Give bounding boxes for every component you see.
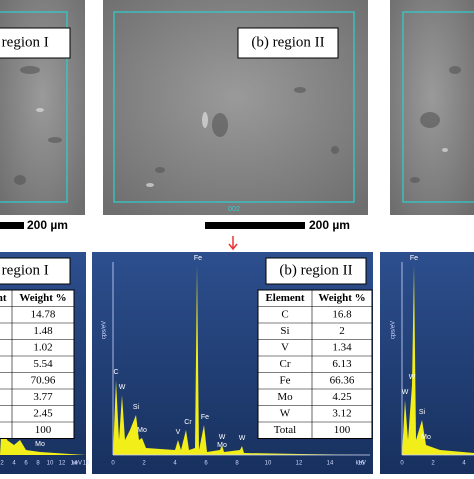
table-header: Weight % <box>318 292 365 304</box>
axis-label: cps/eV <box>102 321 108 339</box>
x-tick-label: 2 <box>142 461 146 467</box>
table-cell: C <box>281 308 288 320</box>
peak-label: Fe <box>410 255 418 262</box>
table-cell: 6.13 <box>332 358 352 370</box>
table-cell: 16.8 <box>332 308 352 320</box>
scale-label: 200 µm <box>27 218 68 232</box>
peak-label: C <box>113 369 118 376</box>
x-tick-label: 12 <box>59 461 66 467</box>
x-tick-label: 6 <box>24 461 28 467</box>
x-tick-label: 2 <box>0 461 4 467</box>
table-cell: 1.34 <box>332 341 352 353</box>
x-tick-label: 4 <box>12 461 16 467</box>
axis-unit: keV <box>356 461 366 467</box>
table-cell: 100 <box>35 424 52 436</box>
spectrum-label: (b) region II <box>279 262 352 278</box>
table-cell: Mo <box>277 391 293 403</box>
table-cell: 2.45 <box>33 407 53 419</box>
table-cell: 2 <box>339 325 345 337</box>
table-cell: 14.78 <box>31 308 56 320</box>
table-header: Element <box>0 292 7 304</box>
x-tick-label: 0 <box>400 461 404 467</box>
peak-label: W <box>402 389 409 396</box>
x-tick-label: 4 <box>173 461 177 467</box>
peak-label: Mo <box>35 441 45 448</box>
x-tick-label: 12 <box>296 461 303 467</box>
table-cell: 5.54 <box>33 358 53 370</box>
x-tick-label: 0 <box>111 461 115 467</box>
peak-label: W <box>409 374 416 381</box>
peak-label: Fe <box>201 414 209 421</box>
table-cell: Fe <box>280 374 291 386</box>
table-cell: V <box>281 341 289 353</box>
spectrum <box>0 265 474 455</box>
table-cell: 70.96 <box>31 374 56 386</box>
x-tick-label: 8 <box>235 461 239 467</box>
table-cell: 66.36 <box>330 374 355 386</box>
scale-bar <box>0 222 24 229</box>
table-cell: 1.48 <box>33 325 53 337</box>
axes <box>112 262 474 456</box>
peak-label: W <box>119 384 126 391</box>
peak-label: Mo <box>421 434 431 441</box>
table-header: Element <box>265 292 304 304</box>
table <box>257 289 373 439</box>
scale-bar <box>205 222 305 229</box>
sem-images: (a) region I (b) region II 002 <box>0 0 474 215</box>
table-cell: 3.12 <box>332 407 351 419</box>
table-cell: 4.25 <box>332 391 352 403</box>
scale-label: 200 µm <box>309 218 350 232</box>
x-tick-label: 6 <box>204 461 208 467</box>
x-tick-label: 16 <box>358 461 365 467</box>
x-tick-label: 8 <box>36 461 40 467</box>
table-cell: 3.77 <box>33 391 53 403</box>
axis-unit: keV <box>72 461 82 467</box>
x-tick-label: 16 <box>83 461 90 467</box>
axis-label: cps/eV <box>391 321 397 339</box>
table-cell: Cr <box>280 358 291 370</box>
table-cell: 100 <box>334 424 351 436</box>
table-cell: Total <box>274 424 296 436</box>
table <box>0 289 75 439</box>
x-tick-label: 4 <box>462 461 466 467</box>
image-code: 002 <box>228 206 240 213</box>
x-tick-label: 10 <box>47 461 54 467</box>
peak-label: W <box>219 434 226 441</box>
peak-label: Cr <box>184 419 192 426</box>
sem-label: (b) region II <box>251 34 324 50</box>
peak-label: Fe <box>194 255 202 262</box>
table-cell: Si <box>280 325 289 337</box>
peak-label: Mo <box>217 442 227 449</box>
x-tick-label: 14 <box>327 461 334 467</box>
x-tick-label: 2 <box>431 461 435 467</box>
spectrum-panel <box>380 252 474 474</box>
peak-label: V <box>176 429 181 436</box>
peak-label: Si <box>133 404 140 411</box>
x-tick-label: 14 <box>71 461 78 467</box>
x-tick-label: 10 <box>265 461 272 467</box>
peak-label: W <box>239 435 246 442</box>
table-header: Weight % <box>19 292 66 304</box>
arrow <box>228 236 238 251</box>
table-cell: W <box>280 407 291 419</box>
peak-label: Si <box>419 409 426 416</box>
sem-label: (a) region I <box>0 34 49 50</box>
peak-label: Mo <box>137 427 147 434</box>
table-cell: 1.02 <box>33 341 52 353</box>
spectrum-label: (a) region I <box>0 262 49 278</box>
